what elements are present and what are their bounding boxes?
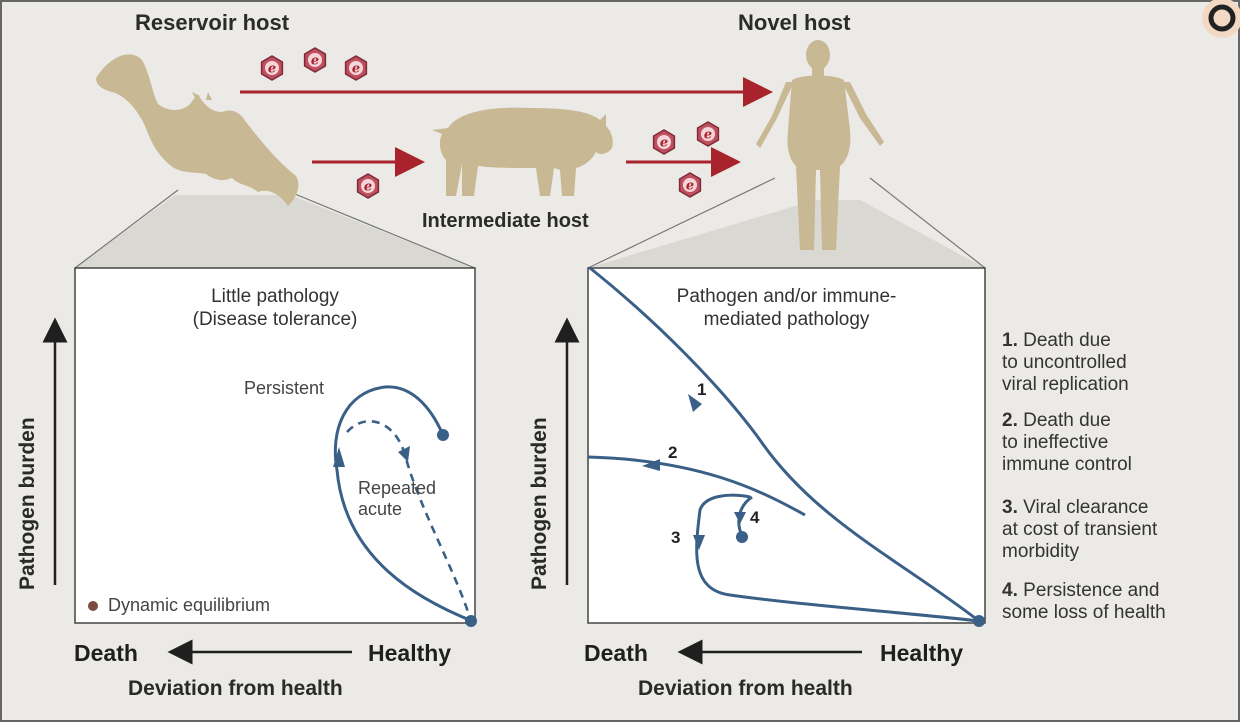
dynamic-equilibrium-label: Dynamic equilibrium <box>108 595 271 615</box>
virus-icon: e <box>356 173 380 199</box>
curve-4-number: 4 <box>750 508 760 527</box>
right-panel-title: Pathogen and/or immune- mediated patholo… <box>676 286 897 330</box>
persistent-label: Persistent <box>244 378 325 398</box>
intermediate-host-label: Intermediate host <box>422 210 589 232</box>
bat-icon <box>96 54 299 206</box>
virus-icon: e <box>260 55 284 81</box>
curve-2-number: 2 <box>668 443 678 462</box>
persistence-endpoint <box>736 531 748 543</box>
left-x-healthy-label: Healthy <box>368 640 452 666</box>
persistent-endpoint <box>437 429 449 441</box>
virus-icon: e <box>696 121 720 147</box>
right-x-death-label: Death <box>584 640 648 666</box>
svg-text:e: e <box>364 180 372 195</box>
left-x-death-label: Death <box>74 640 138 666</box>
svg-text:e: e <box>686 179 694 194</box>
svg-text:e: e <box>660 136 668 151</box>
outcome-1: 1. Death due to uncontrolled viral repli… <box>1002 330 1129 395</box>
reservoir-host-label: Reservoir host <box>135 10 290 35</box>
left-x-axis-label: Deviation from health <box>128 677 343 700</box>
curve-1 <box>589 266 980 623</box>
outcome-3: 3. Viral clearance at cost of transient … <box>1002 497 1158 562</box>
right-x-healthy-label: Healthy <box>880 640 964 666</box>
right-panel-box <box>587 267 986 624</box>
curve-2 <box>587 455 806 517</box>
virus-icon: e <box>344 55 368 81</box>
svg-text:e: e <box>352 62 360 77</box>
left-panel-box <box>74 267 476 624</box>
svg-text:e: e <box>268 62 276 77</box>
repeated-acute-curve <box>346 420 472 619</box>
virus-icon: e <box>303 47 327 73</box>
dynamic-equilibrium-dot <box>88 601 98 611</box>
novel-host-label: Novel host <box>738 10 851 35</box>
left-zoom-wedge <box>75 195 475 268</box>
curve-3 <box>695 493 980 623</box>
virus-icon: e <box>652 129 676 155</box>
left-panel-title: Little pathology (Disease tolerance) <box>192 286 358 330</box>
left-y-axis-label: Pathogen burden <box>16 417 39 590</box>
right-x-axis-label: Deviation from health <box>638 677 853 700</box>
right-zoom-wedge <box>588 200 985 268</box>
corner-o-icon <box>1208 4 1236 32</box>
left-healthy-point <box>465 615 477 627</box>
curve-1-number: 1 <box>697 380 707 399</box>
pig-icon <box>432 107 613 196</box>
outcome-4: 4. Persistence and some loss of health <box>1002 580 1166 623</box>
repeated-acute-label: Repeated acute <box>358 478 437 519</box>
outcome-2: 2. Death due to ineffective immune contr… <box>1002 410 1132 475</box>
svg-text:e: e <box>704 128 712 143</box>
right-y-axis-label: Pathogen burden <box>528 417 551 590</box>
right-healthy-point <box>973 615 985 627</box>
curve-3-number: 3 <box>671 528 681 547</box>
svg-text:e: e <box>311 54 319 69</box>
virus-icon: e <box>678 172 702 198</box>
human-icon <box>756 40 884 250</box>
persistent-curve <box>333 385 473 623</box>
